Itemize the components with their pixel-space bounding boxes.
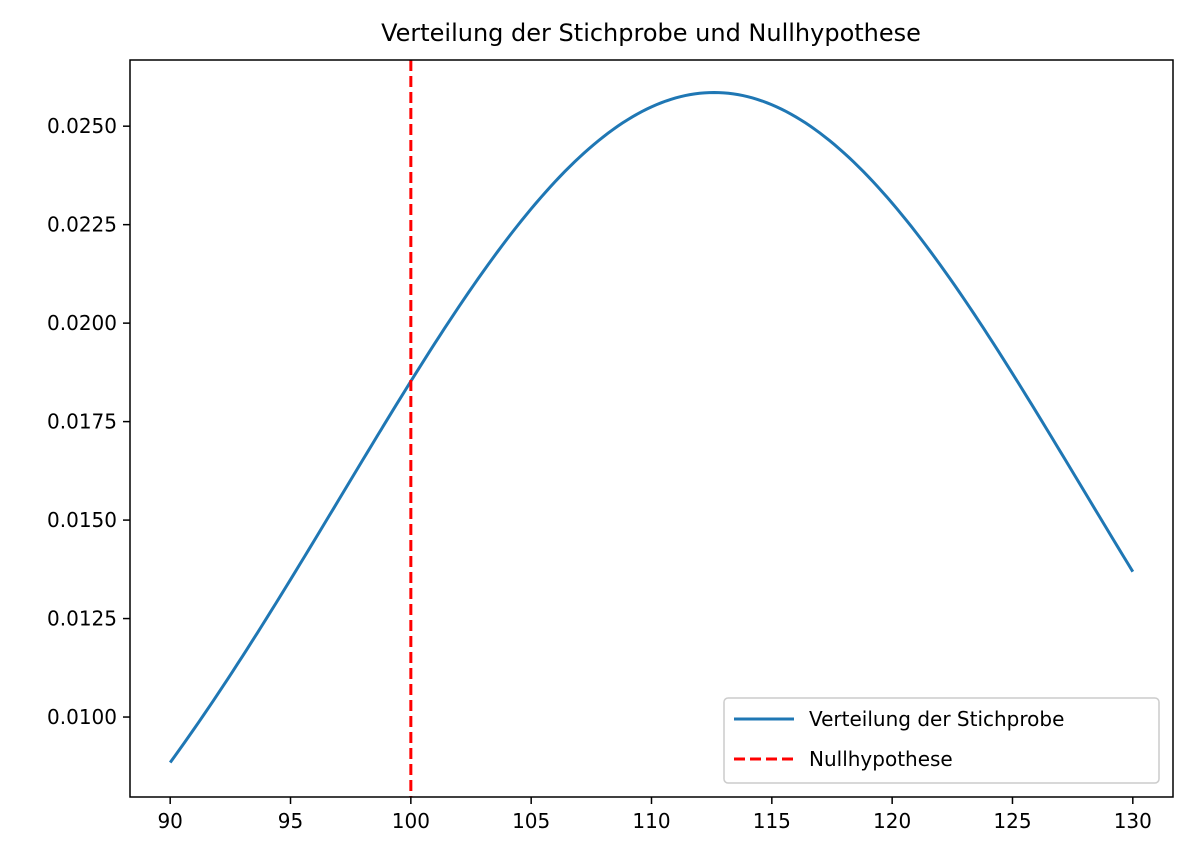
y-tick-label: 0.0250 (47, 114, 117, 138)
x-tick-label: 100 (392, 809, 430, 833)
y-tick-label: 0.0225 (47, 213, 117, 237)
legend-label-sample: Verteilung der Stichprobe (809, 707, 1064, 731)
y-tick-label: 0.0175 (47, 410, 117, 434)
axes-frame (129, 59, 1174, 798)
y-tick-label: 0.0100 (47, 705, 117, 729)
axes: 90 95 100 105 110 115 120 125 130 0.0100 0.0125 0.0… (47, 59, 1174, 833)
legend: Verteilung der Stichprobe Nullhypothese (723, 697, 1160, 784)
chart-title: Verteilung der Stichprobe und Nullhypoth… (381, 19, 921, 47)
x-tick-label: 115 (753, 809, 791, 833)
legend-box (723, 697, 1160, 784)
x-tick-label: 130 (1114, 809, 1152, 833)
x-tick-label: 110 (632, 809, 670, 833)
series-line-sample-distribution (168, 90, 1135, 764)
y-tick-label: 0.0150 (47, 508, 117, 532)
x-tick-label: 120 (873, 809, 911, 833)
legend-label-null-hypothesis: Nullhypothese (809, 747, 953, 771)
x-tick-label: 90 (157, 809, 182, 833)
x-tick-label: 125 (993, 809, 1031, 833)
plot-area (168, 60, 1135, 797)
y-tick-label: 0.0125 (47, 607, 117, 631)
x-tick-label: 95 (278, 809, 303, 833)
y-tick-label: 0.0200 (47, 311, 117, 335)
x-tick-label: 105 (512, 809, 550, 833)
